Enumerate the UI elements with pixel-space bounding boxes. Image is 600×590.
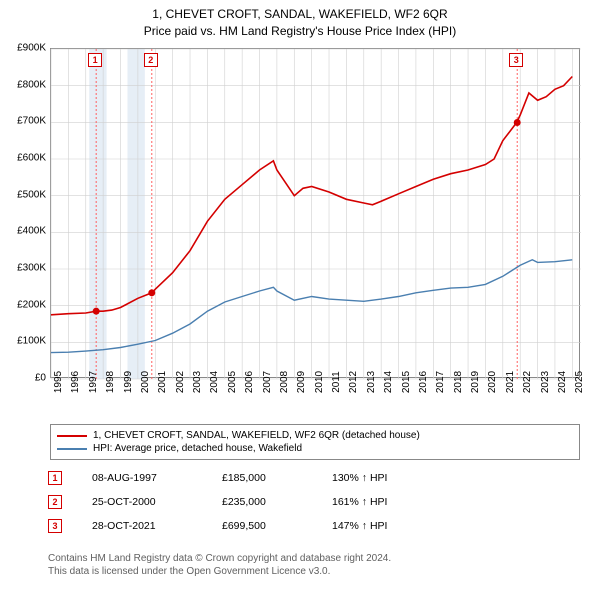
attribution-footer: Contains HM Land Registry data © Crown c… — [48, 552, 391, 578]
legend-swatch — [57, 448, 87, 450]
x-tick-label: 2005 — [227, 371, 238, 393]
sale-price: £185,000 — [222, 472, 302, 484]
x-tick-label: 2006 — [244, 371, 255, 393]
chart-svg — [51, 49, 581, 379]
sale-price: £699,500 — [222, 520, 302, 532]
sale-price: £235,000 — [222, 496, 302, 508]
legend-row: HPI: Average price, detached house, Wake… — [57, 442, 573, 455]
sale-vs-hpi: 161% ↑ HPI — [332, 496, 432, 508]
x-tick-label: 1998 — [105, 371, 116, 393]
x-tick-label: 2014 — [383, 371, 394, 393]
x-tick-label: 2003 — [192, 371, 203, 393]
x-tick-label: 2004 — [209, 371, 220, 393]
event-marker-3: 3 — [509, 53, 523, 67]
x-tick-label: 1997 — [88, 371, 99, 393]
x-tick-label: 1995 — [53, 371, 64, 393]
sale-marker-3: 3 — [48, 519, 62, 533]
y-tick-label: £100K — [17, 336, 46, 347]
x-tick-label: 2013 — [366, 371, 377, 393]
y-tick-label: £900K — [17, 43, 46, 54]
x-tick-label: 2010 — [314, 371, 325, 393]
event-marker-1: 1 — [88, 53, 102, 67]
x-tick-label: 2019 — [470, 371, 481, 393]
event-marker-2: 2 — [144, 53, 158, 67]
x-tick-label: 2025 — [574, 371, 585, 393]
x-tick-label: 2021 — [505, 371, 516, 393]
y-tick-label: £500K — [17, 189, 46, 200]
title-block: 1, CHEVET CROFT, SANDAL, WAKEFIELD, WF2 … — [0, 0, 600, 40]
x-tick-label: 2012 — [348, 371, 359, 393]
sale-event-row: 2 25-OCT-2000 £235,000 161% ↑ HPI — [48, 490, 432, 514]
chart-plot-area — [50, 48, 580, 378]
x-tick-label: 2002 — [175, 371, 186, 393]
y-tick-label: £800K — [17, 79, 46, 90]
x-tick-label: 2007 — [262, 371, 273, 393]
footer-line1: Contains HM Land Registry data © Crown c… — [48, 552, 391, 565]
y-tick-label: £700K — [17, 116, 46, 127]
footer-line2: This data is licensed under the Open Gov… — [48, 565, 391, 578]
x-tick-label: 2015 — [401, 371, 412, 393]
x-tick-label: 2023 — [540, 371, 551, 393]
x-tick-label: 2016 — [418, 371, 429, 393]
sale-event-row: 1 08-AUG-1997 £185,000 130% ↑ HPI — [48, 466, 432, 490]
sale-date: 08-AUG-1997 — [92, 472, 192, 484]
legend-swatch — [57, 435, 87, 437]
legend-row: 1, CHEVET CROFT, SANDAL, WAKEFIELD, WF2 … — [57, 429, 573, 442]
x-tick-label: 2011 — [331, 371, 342, 393]
x-tick-label: 2008 — [279, 371, 290, 393]
title-line1: 1, CHEVET CROFT, SANDAL, WAKEFIELD, WF2 … — [0, 6, 600, 23]
sale-date: 25-OCT-2000 — [92, 496, 192, 508]
sales-events-table: 1 08-AUG-1997 £185,000 130% ↑ HPI 2 25-OCT-20… — [48, 466, 432, 538]
x-tick-label: 1996 — [70, 371, 81, 393]
sale-vs-hpi: 130% ↑ HPI — [332, 472, 432, 484]
x-tick-label: 2022 — [522, 371, 533, 393]
sale-marker-1: 1 — [48, 471, 62, 485]
legend-label: 1, CHEVET CROFT, SANDAL, WAKEFIELD, WF2 … — [93, 430, 420, 441]
x-tick-label: 2017 — [435, 371, 446, 393]
x-tick-label: 2001 — [157, 371, 168, 393]
x-tick-label: 2020 — [487, 371, 498, 393]
legend: 1, CHEVET CROFT, SANDAL, WAKEFIELD, WF2 … — [50, 424, 580, 460]
sale-event-row: 3 28-OCT-2021 £699,500 147% ↑ HPI — [48, 514, 432, 538]
x-tick-label: 2009 — [296, 371, 307, 393]
sale-date: 28-OCT-2021 — [92, 520, 192, 532]
y-tick-label: £200K — [17, 299, 46, 310]
x-tick-label: 1999 — [123, 371, 134, 393]
legend-label: HPI: Average price, detached house, Wake… — [93, 443, 302, 454]
x-tick-label: 2000 — [140, 371, 151, 393]
x-tick-label: 2018 — [453, 371, 464, 393]
y-tick-label: £0 — [35, 373, 46, 384]
y-tick-label: £600K — [17, 153, 46, 164]
sale-marker-2: 2 — [48, 495, 62, 509]
y-tick-label: £400K — [17, 226, 46, 237]
chart-container: 1, CHEVET CROFT, SANDAL, WAKEFIELD, WF2 … — [0, 0, 600, 590]
y-tick-label: £300K — [17, 263, 46, 274]
x-tick-label: 2024 — [557, 371, 568, 393]
sale-vs-hpi: 147% ↑ HPI — [332, 520, 432, 532]
title-line2: Price paid vs. HM Land Registry's House … — [0, 23, 600, 40]
